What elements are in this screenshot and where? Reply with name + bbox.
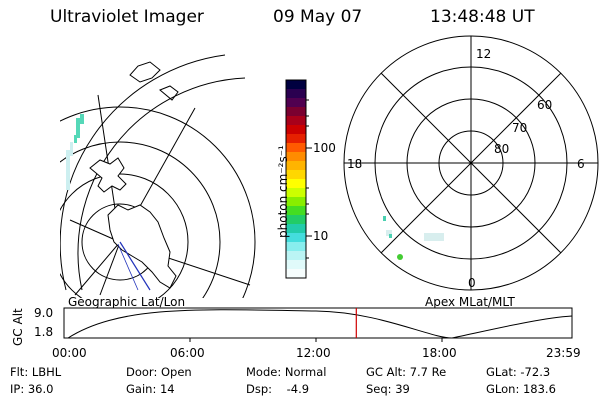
date-label: 09 May 07 [273, 7, 363, 27]
colorbar-segment [286, 161, 306, 171]
colorbar-segment [286, 197, 306, 207]
colorbar-segment [286, 251, 306, 261]
mlt-label-12: 12 [476, 47, 492, 61]
colorbar-segment [286, 152, 306, 162]
altitude-ytick-high: 9.0 [34, 306, 54, 320]
colorbar-segment [286, 89, 306, 99]
lat-label-60: 60 [537, 98, 553, 112]
colorbar-segment [286, 260, 306, 270]
colorbar-tick-100: 100 [313, 141, 336, 155]
colorbar-segment [286, 134, 306, 144]
right-map-label: Apex MLat/MLT [425, 295, 515, 309]
colorbar-segment [286, 107, 306, 117]
info-mode: Mode: Normal [246, 365, 327, 379]
time-label: 13:48:48 UT [430, 7, 535, 27]
info-gain: Gain: 14 [126, 382, 175, 396]
colorbar-segment [286, 206, 306, 216]
colorbar-segment [286, 179, 306, 189]
xtick-2359: 23:59 [546, 346, 581, 360]
colorbar-segment [286, 170, 306, 180]
colorbar-segment [286, 98, 306, 108]
info-dsp: Dsp: -4.9 [246, 382, 310, 396]
lat-label-80: 80 [494, 142, 510, 156]
instrument-title: Ultraviolet Imager [50, 7, 204, 27]
colorbar-segment [286, 242, 306, 252]
colorbar-segment [286, 215, 306, 225]
colorbar-segment [286, 143, 306, 153]
xtick-0600: 06:00 [170, 346, 205, 360]
colorbar-segment [286, 188, 306, 198]
info-glat: GLat: -72.3 [486, 365, 551, 379]
colorbar-segment [286, 233, 306, 243]
colorbar-segment [286, 116, 306, 126]
info-glon: GLon: 183.6 [486, 382, 556, 396]
xtick-0000: 00:00 [52, 346, 87, 360]
info-door: Door: Open [126, 365, 192, 379]
altitude-ytick-low: 1.8 [34, 325, 54, 339]
altitude-ylabel: GC Alt [11, 308, 25, 346]
left-map-label: Geographic Lat/Lon [68, 295, 186, 309]
lat-label-70: 70 [512, 121, 528, 135]
colorbar-tick-10: 10 [313, 229, 329, 243]
xtick-1800: 18:00 [422, 346, 457, 360]
mlt-label-18: 18 [347, 157, 363, 171]
colorbar-segment [286, 80, 306, 90]
mlt-label-0: 0 [468, 276, 476, 290]
info-seq: Seq: 39 [366, 382, 410, 396]
xtick-1200: 12:00 [296, 346, 331, 360]
mlt-label-6: 6 [577, 157, 585, 171]
colorbar-segment [286, 269, 306, 279]
info-gc-alt: GC Alt: 7.7 Re [366, 365, 447, 379]
info-flt: Flt: LBHL [10, 365, 62, 379]
colorbar-segment [286, 125, 306, 135]
info-ip: IP: 36.0 [10, 382, 54, 396]
colorbar-segment [286, 224, 306, 234]
